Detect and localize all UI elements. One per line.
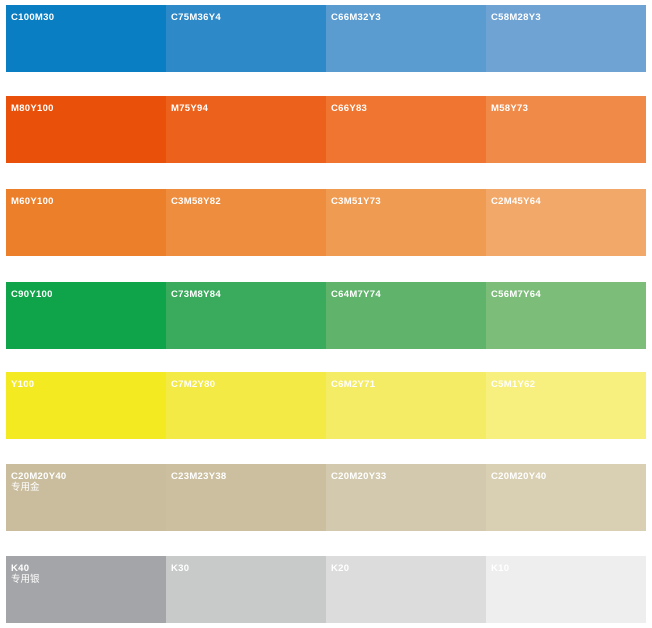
color-swatch: C73M8Y84 xyxy=(166,282,326,349)
color-swatch: C7M2Y80 xyxy=(166,372,326,439)
color-swatch: M75Y94 xyxy=(166,96,326,163)
swatch-label: M58Y73 xyxy=(491,103,529,114)
swatch-row: Y100 C7M2Y80 C6M2Y71 C5M1Y62 xyxy=(6,372,646,439)
swatch-label: C90Y100 xyxy=(11,289,53,300)
swatch-label: Y100 xyxy=(11,379,35,390)
swatch-label: M75Y94 xyxy=(171,103,209,114)
swatch-label: C66M32Y3 xyxy=(331,12,381,23)
swatch-label: K10 xyxy=(491,563,510,574)
color-swatch: Y100 xyxy=(6,372,166,439)
swatch-label: M60Y100 xyxy=(11,196,54,207)
color-swatch: C90Y100 xyxy=(6,282,166,349)
swatch-label: C23M23Y38 xyxy=(171,471,227,482)
swatch-sublabel: 专用银 xyxy=(11,574,40,585)
swatch-label: C6M2Y71 xyxy=(331,379,376,390)
color-swatch: M60Y100 xyxy=(6,189,166,256)
swatch-label: C2M45Y64 xyxy=(491,196,541,207)
color-swatch: M58Y73 xyxy=(486,96,646,163)
swatch-row: M80Y100 M75Y94 C66Y83 M58Y73 xyxy=(6,96,646,163)
color-swatch: C66Y83 xyxy=(326,96,486,163)
swatch-label: C73M8Y84 xyxy=(171,289,221,300)
color-swatch: C66M32Y3 xyxy=(326,5,486,72)
color-swatch: C3M51Y73 xyxy=(326,189,486,256)
color-swatch: K10 xyxy=(486,556,646,623)
swatch-row: C20M20Y40 专用金 C23M23Y38 C20M20Y33 C20M20Y40 xyxy=(6,464,646,531)
swatch-label: C3M51Y73 xyxy=(331,196,381,207)
color-swatch: C64M7Y74 xyxy=(326,282,486,349)
swatch-label: C20M20Y40 xyxy=(491,471,547,482)
swatch-label: K40 xyxy=(11,563,30,574)
color-swatch: C2M45Y64 xyxy=(486,189,646,256)
swatch-label: C20M20Y40 xyxy=(11,471,67,482)
swatch-label: C56M7Y64 xyxy=(491,289,541,300)
color-swatch: C23M23Y38 xyxy=(166,464,326,531)
color-swatch: C75M36Y4 xyxy=(166,5,326,72)
swatch-label: C7M2Y80 xyxy=(171,379,216,390)
swatch-label: C3M58Y82 xyxy=(171,196,221,207)
swatch-label: C5M1Y62 xyxy=(491,379,536,390)
color-swatch: C5M1Y62 xyxy=(486,372,646,439)
color-swatch: K20 xyxy=(326,556,486,623)
swatch-label: C58M28Y3 xyxy=(491,12,541,23)
color-swatch: K30 xyxy=(166,556,326,623)
swatch-sublabel: 专用金 xyxy=(11,482,40,493)
swatch-label: C66Y83 xyxy=(331,103,368,114)
swatch-label: C20M20Y33 xyxy=(331,471,387,482)
color-swatch: C6M2Y71 xyxy=(326,372,486,439)
swatch-row: M60Y100 C3M58Y82 C3M51Y73 C2M45Y64 xyxy=(6,189,646,256)
swatch-label: M80Y100 xyxy=(11,103,54,114)
swatch-label: K30 xyxy=(171,563,190,574)
color-swatch: C100M30 xyxy=(6,5,166,72)
swatch-row: C90Y100 C73M8Y84 C64M7Y74 C56M7Y64 xyxy=(6,282,646,349)
color-swatch: K40 专用银 xyxy=(6,556,166,623)
color-swatch: M80Y100 xyxy=(6,96,166,163)
color-swatch: C3M58Y82 xyxy=(166,189,326,256)
swatch-row: C100M30 C75M36Y4 C66M32Y3 C58M28Y3 xyxy=(6,5,646,72)
color-swatch: C20M20Y40 xyxy=(486,464,646,531)
swatch-label: C75M36Y4 xyxy=(171,12,221,23)
color-swatch: C56M7Y64 xyxy=(486,282,646,349)
swatch-label: C100M30 xyxy=(11,12,55,23)
color-swatch: C58M28Y3 xyxy=(486,5,646,72)
swatch-row: K40 专用银 K30 K20 K10 xyxy=(6,556,646,623)
swatch-label: C64M7Y74 xyxy=(331,289,381,300)
color-swatch: C20M20Y40 专用金 xyxy=(6,464,166,531)
swatch-label: K20 xyxy=(331,563,350,574)
color-swatch: C20M20Y33 xyxy=(326,464,486,531)
